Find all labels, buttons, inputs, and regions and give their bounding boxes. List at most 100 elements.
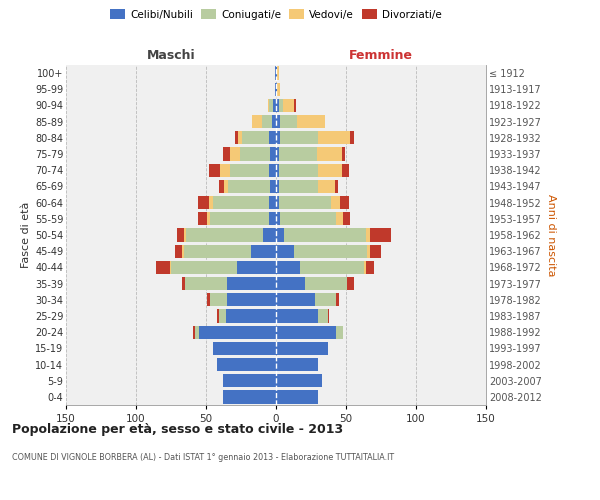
Bar <box>223 374 276 388</box>
Y-axis label: Fasce di età: Fasce di età <box>20 202 31 268</box>
Bar <box>223 374 276 388</box>
Bar <box>276 342 328 355</box>
Bar <box>276 180 318 193</box>
Bar <box>252 115 276 128</box>
Bar <box>276 310 318 322</box>
Bar <box>223 390 276 404</box>
Bar <box>171 260 276 274</box>
Bar <box>229 180 276 193</box>
Bar <box>276 228 391 241</box>
Bar <box>276 131 280 144</box>
Bar <box>276 310 328 322</box>
Bar <box>276 342 328 355</box>
Bar <box>276 260 365 274</box>
Bar <box>276 374 322 388</box>
Bar <box>275 66 276 80</box>
Bar <box>276 293 336 306</box>
Bar <box>223 374 276 388</box>
Bar <box>276 180 338 193</box>
Bar <box>217 358 276 371</box>
Bar <box>271 180 276 193</box>
Bar <box>276 66 277 80</box>
Bar <box>210 293 276 306</box>
Bar <box>276 358 318 371</box>
Bar <box>230 148 276 160</box>
Bar <box>276 131 350 144</box>
Bar <box>276 260 364 274</box>
Bar <box>155 260 276 274</box>
Bar <box>276 196 349 209</box>
Bar <box>275 66 276 80</box>
Legend: Celibi/Nubili, Coniugati/e, Vedovi/e, Divorziati/e: Celibi/Nubili, Coniugati/e, Vedovi/e, Di… <box>106 5 446 24</box>
Bar <box>187 228 276 241</box>
Bar <box>235 131 276 144</box>
Bar <box>276 164 318 177</box>
Bar <box>276 164 342 177</box>
Bar <box>276 148 344 160</box>
Bar <box>276 326 343 339</box>
Bar <box>209 196 276 209</box>
Bar <box>213 196 276 209</box>
Bar <box>223 374 276 388</box>
Bar <box>276 212 343 226</box>
Bar <box>276 228 284 241</box>
Bar <box>218 310 276 322</box>
Bar <box>276 66 279 80</box>
Bar <box>276 244 294 258</box>
Bar <box>276 326 336 339</box>
Bar <box>276 131 318 144</box>
Bar <box>276 390 318 404</box>
Bar <box>276 260 300 274</box>
Bar <box>276 277 347 290</box>
Bar <box>199 326 276 339</box>
Bar <box>218 180 276 193</box>
Bar <box>223 390 276 404</box>
Bar <box>276 212 280 226</box>
Bar <box>175 244 276 258</box>
Bar <box>276 390 318 404</box>
Bar <box>276 115 280 128</box>
Text: COMUNE DI VIGNOLE BORBERA (AL) - Dati ISTAT 1° gennaio 2013 - Elaborazione TUTTA: COMUNE DI VIGNOLE BORBERA (AL) - Dati IS… <box>12 452 394 462</box>
Bar <box>276 277 355 290</box>
Bar <box>226 310 276 322</box>
Bar <box>271 148 276 160</box>
Bar <box>269 131 276 144</box>
Bar <box>184 228 276 241</box>
Bar <box>213 342 276 355</box>
Bar <box>275 66 276 80</box>
Bar <box>276 82 280 96</box>
Bar <box>276 148 342 160</box>
Bar <box>185 277 276 290</box>
Bar <box>227 277 276 290</box>
Bar <box>276 180 279 193</box>
Bar <box>197 212 276 226</box>
Bar <box>276 99 294 112</box>
Bar <box>276 180 335 193</box>
Bar <box>182 277 276 290</box>
Bar <box>213 342 276 355</box>
Bar <box>276 228 370 241</box>
Bar <box>210 212 276 226</box>
Bar <box>272 115 276 128</box>
Bar <box>195 326 276 339</box>
Bar <box>276 374 322 388</box>
Bar <box>223 390 276 404</box>
Bar <box>210 293 276 306</box>
Bar <box>276 244 367 258</box>
Bar <box>276 82 277 96</box>
Bar <box>276 82 280 96</box>
Bar <box>227 293 276 306</box>
Bar <box>275 82 276 96</box>
Bar <box>276 99 296 112</box>
Bar <box>268 99 276 112</box>
Bar <box>237 260 276 274</box>
Bar <box>213 342 276 355</box>
Bar <box>273 99 276 112</box>
Bar <box>276 326 343 339</box>
Text: Maschi: Maschi <box>146 49 196 62</box>
Bar <box>185 277 276 290</box>
Bar <box>276 164 349 177</box>
Bar <box>218 310 276 322</box>
Bar <box>276 212 336 226</box>
Bar <box>276 196 340 209</box>
